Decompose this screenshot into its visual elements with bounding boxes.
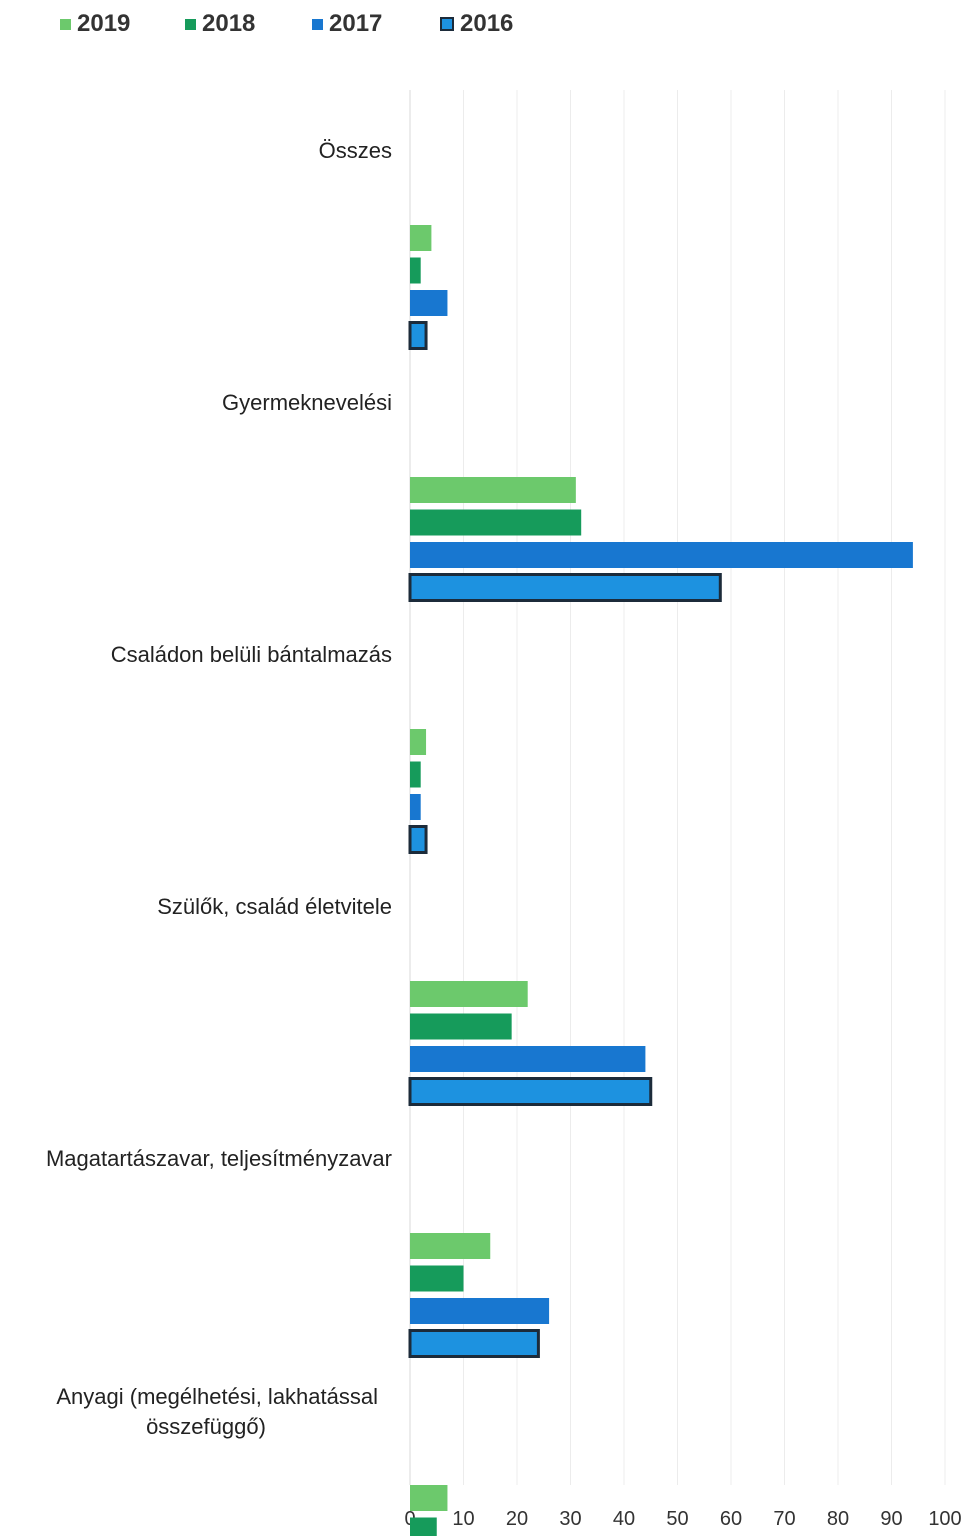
category-label: Anyagi (megélhetési, lakhatással összefüg… bbox=[56, 1384, 378, 1439]
legend-label-2019: 2019 bbox=[77, 10, 131, 37]
legend-item-2018: 2018 bbox=[185, 10, 255, 38]
bar-2016-2 bbox=[408, 825, 428, 854]
bar-2016-1 bbox=[408, 573, 722, 602]
category-label: Családon belüli bántalmazás bbox=[111, 642, 392, 667]
bar-2018-1 bbox=[410, 509, 582, 536]
legend-swatch-2016 bbox=[440, 17, 454, 31]
legend-item-2017: 2017 bbox=[312, 10, 382, 38]
legend-item-2016: 2016 bbox=[440, 10, 513, 38]
x-tick-label: 90 bbox=[880, 1508, 902, 1530]
bar-2018-0 bbox=[410, 257, 421, 284]
bar-2017-4 bbox=[410, 1298, 550, 1324]
bar-2018-5 bbox=[410, 1517, 437, 1536]
x-tick-label: 70 bbox=[773, 1508, 795, 1530]
x-tick-label: 30 bbox=[559, 1508, 581, 1530]
bar-2016-3 bbox=[408, 1077, 653, 1106]
x-tick-label: 100 bbox=[928, 1508, 961, 1530]
category-label: Szülők, család életvitele bbox=[157, 894, 392, 919]
bar-2019-0 bbox=[410, 225, 432, 251]
category-label: Összes bbox=[319, 138, 392, 163]
legend-swatch-2018 bbox=[185, 18, 196, 30]
bar-2017-0 bbox=[410, 290, 448, 316]
x-tick-label: 60 bbox=[720, 1508, 742, 1530]
x-tick-label: 40 bbox=[613, 1508, 635, 1530]
bar-2018-4 bbox=[410, 1265, 464, 1292]
bar-2017-3 bbox=[410, 1046, 646, 1072]
x-tick-label: 20 bbox=[506, 1508, 528, 1530]
legend-label-2018: 2018 bbox=[202, 10, 256, 37]
bar-2016-0 bbox=[408, 321, 428, 350]
bar-2019-4 bbox=[410, 1233, 491, 1259]
bar-2018-2 bbox=[410, 761, 421, 788]
bar-2017-1 bbox=[410, 542, 913, 568]
bar-2019-3 bbox=[410, 981, 528, 1007]
legend-swatch-2019 bbox=[60, 18, 71, 30]
x-tick-label: 50 bbox=[666, 1508, 688, 1530]
chart-legend: 2019 2018 2017 2016 bbox=[60, 10, 580, 50]
x-tick-label: 80 bbox=[827, 1508, 849, 1530]
legend-swatch-2017 bbox=[312, 18, 323, 30]
legend-label-2016: 2016 bbox=[460, 10, 514, 37]
bar-2019-1 bbox=[410, 477, 576, 503]
category-label: Gyermeknevelési bbox=[222, 390, 392, 415]
bar-2019-5 bbox=[410, 1485, 448, 1511]
legend-label-2017: 2017 bbox=[329, 10, 383, 37]
bar-2018-3 bbox=[410, 1013, 512, 1040]
bar-2019-2 bbox=[410, 729, 427, 755]
legend-item-2019: 2019 bbox=[60, 10, 130, 38]
category-label: Magatartászavar, teljesítményzavar bbox=[46, 1146, 392, 1171]
bar-2017-2 bbox=[410, 794, 421, 820]
bar-2016-4 bbox=[408, 1329, 540, 1358]
x-tick-label: 10 bbox=[452, 1508, 474, 1530]
